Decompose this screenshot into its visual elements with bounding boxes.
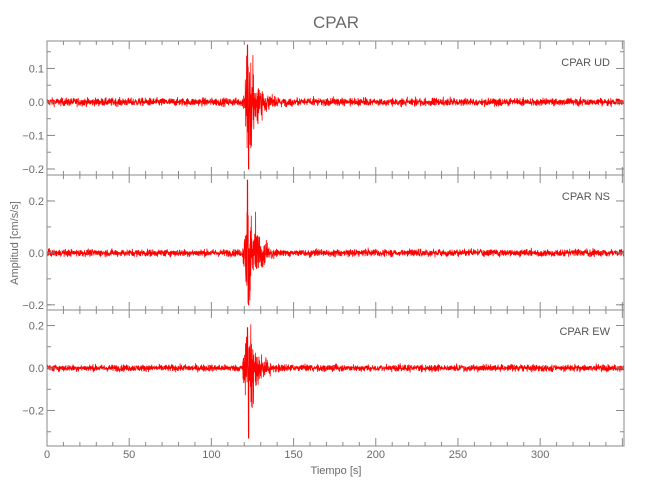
y-tick-label: −0.2	[22, 300, 44, 312]
x-tick-label: 50	[123, 449, 135, 461]
y-axis-label: Amplitud [cm/s/s]	[9, 201, 21, 285]
x-tick-label: 300	[531, 449, 549, 461]
panel-0: 0.1 0.0 −0.1 −0.2 CPAR UD	[22, 40, 625, 176]
trace-line	[46, 44, 625, 170]
channel-label: CPAR NS	[562, 191, 610, 203]
panel-frame	[46, 309, 625, 447]
panel-frame	[46, 174, 625, 311]
y-tick-label: 0.0	[29, 97, 44, 109]
panel-2: 0.2 0.0 −0.2 CPAR EW	[22, 309, 625, 447]
x-tick-label: 250	[449, 449, 467, 461]
channel-label: CPAR EW	[559, 326, 610, 338]
y-tick-label: −0.1	[22, 130, 44, 142]
panel-frame	[46, 40, 625, 176]
y-tick-label: 0.2	[29, 196, 44, 208]
x-tick-label: 100	[202, 449, 220, 461]
y-tick-label: −0.2	[22, 406, 44, 418]
x-tick-label: 0	[44, 449, 50, 461]
y-tick-label: 0.2	[29, 321, 44, 333]
y-tick-label: 0.1	[29, 63, 44, 75]
y-tick-label: 0.0	[29, 248, 44, 260]
x-axis-label: Tiempo [s]	[311, 465, 362, 477]
channel-label: CPAR UD	[561, 57, 610, 69]
x-tick-label: 150	[284, 449, 302, 461]
trace-line	[46, 179, 625, 306]
trace-line	[46, 324, 625, 439]
y-tick-label: −0.2	[22, 164, 44, 176]
y-tick-label: 0.0	[29, 363, 44, 375]
x-axis: 0 50 100 150 200 250 300	[44, 449, 549, 461]
panel-1: 0.2 0.0 −0.2 CPAR NS	[22, 174, 625, 312]
x-tick-label: 200	[367, 449, 385, 461]
chart-title: CPAR	[313, 13, 359, 32]
